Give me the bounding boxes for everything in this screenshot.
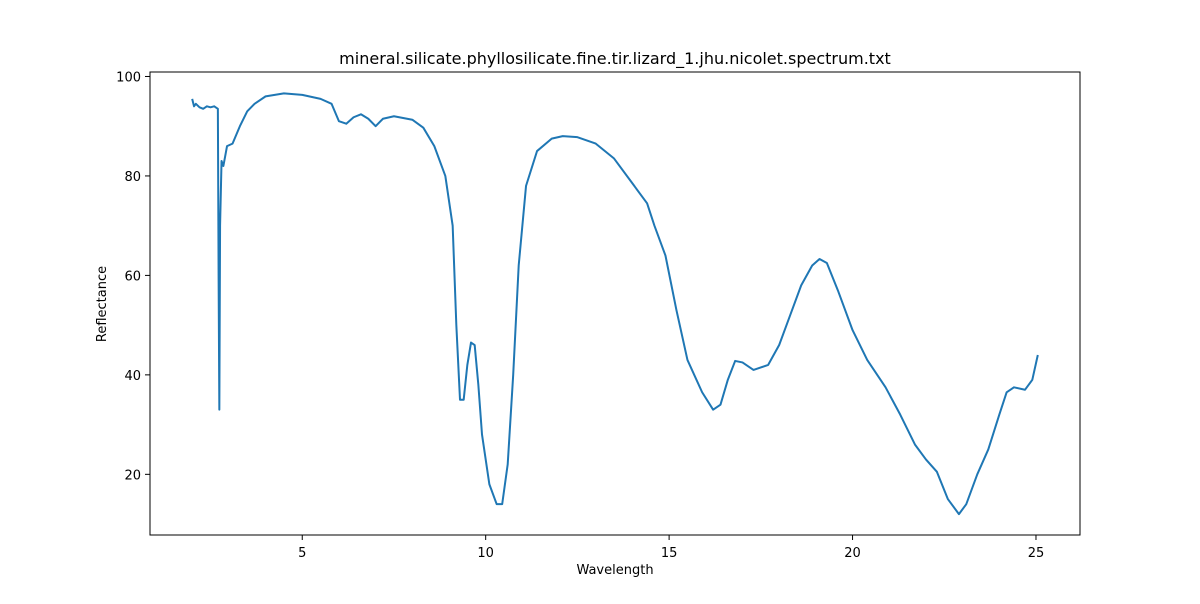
- y-tick-label: 40: [124, 369, 141, 384]
- y-tick-label: 100: [116, 70, 141, 85]
- x-axis-label: Wavelength: [576, 563, 653, 578]
- x-tick-label: 15: [661, 546, 678, 561]
- y-tick-label: 80: [124, 170, 141, 185]
- y-tick-label: 20: [124, 468, 141, 483]
- y-axis-label: Reflectance: [95, 266, 110, 342]
- spectrum-line: [191, 92, 1039, 516]
- x-tick-label: 10: [477, 546, 494, 561]
- x-tick-label: 5: [298, 546, 306, 561]
- x-tick-label: 20: [844, 546, 861, 561]
- y-tick-label: 60: [124, 269, 141, 284]
- x-tick-label: 25: [1028, 546, 1045, 561]
- chart-title: mineral.silicate.phyllosilicate.fine.tir…: [339, 49, 891, 69]
- plot-frame: [149, 71, 1081, 536]
